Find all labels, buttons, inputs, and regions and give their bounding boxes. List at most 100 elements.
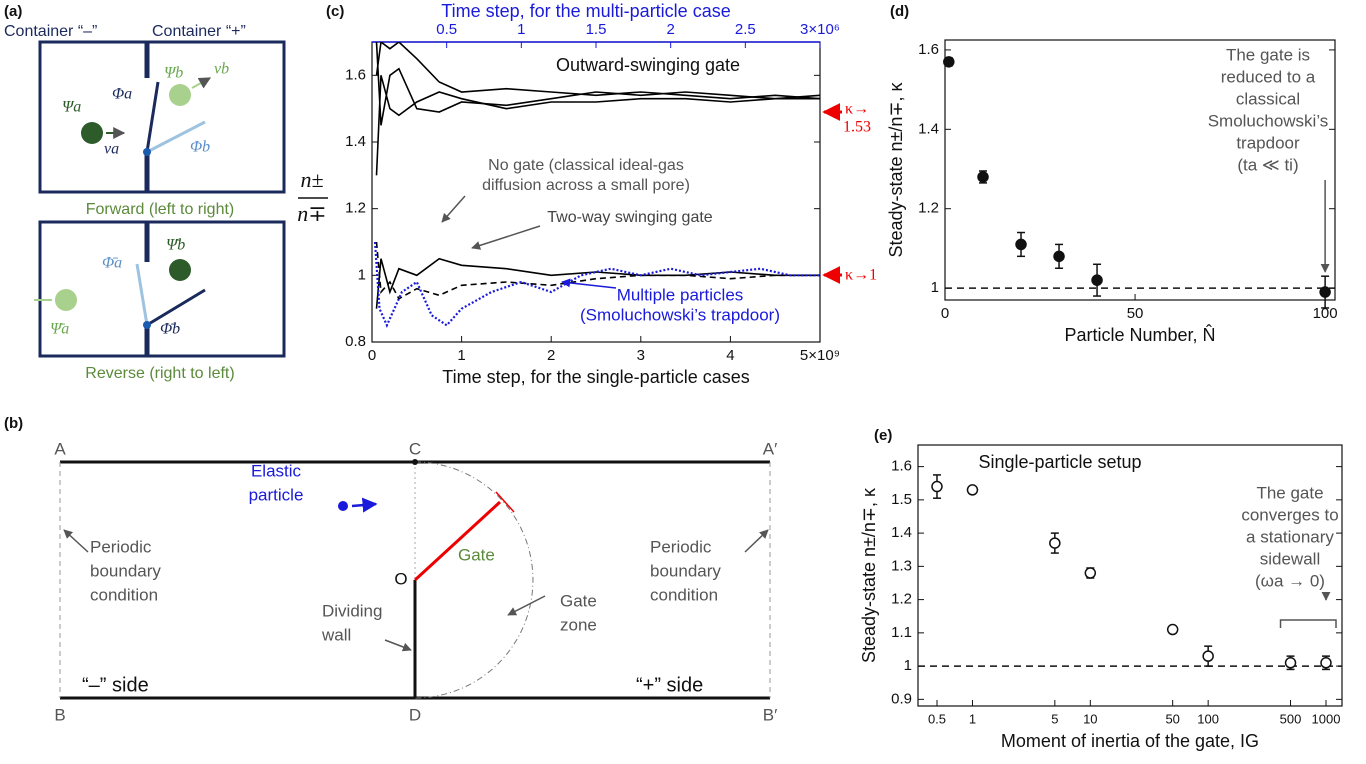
point-label: A′ <box>763 439 778 458</box>
arrow <box>63 529 89 553</box>
x-axis-label: Particle Number, N̂ <box>1064 324 1215 345</box>
x-axis-label: Time step, for the single-particle cases <box>442 367 749 387</box>
particle <box>81 122 103 144</box>
label: boundary <box>90 561 161 580</box>
point-label: C <box>409 439 421 458</box>
particle <box>55 289 77 311</box>
y-tick-label: 1.2 <box>891 591 912 608</box>
annotation: κ→1 <box>845 267 877 284</box>
gate-zone <box>414 461 534 699</box>
x-tick-label: 10 <box>1083 711 1097 726</box>
symbol: Φb <box>190 139 210 156</box>
label: Container “–” <box>4 23 97 40</box>
label: Elastic <box>251 461 302 480</box>
y-tick-label: 1 <box>358 266 366 283</box>
point-label: B′ <box>763 705 778 724</box>
x-tick-label: 0 <box>368 347 376 364</box>
panel-label: (c) <box>326 3 344 20</box>
symbol: Φ̄a <box>102 255 122 272</box>
label: converges to <box>1241 505 1338 524</box>
panel-label: (a) <box>4 3 22 20</box>
data-point <box>1049 537 1061 549</box>
particle <box>169 259 191 281</box>
label: (ωa → 0) <box>1255 571 1325 590</box>
container <box>38 40 286 194</box>
x2-tick-label: 1 <box>517 21 525 38</box>
arrow <box>191 77 212 89</box>
symbol: Ψ̄a <box>50 321 69 338</box>
data-point <box>931 480 943 493</box>
label: classical <box>1236 89 1300 108</box>
x-tick-label: 0 <box>941 305 949 322</box>
data-point <box>1166 623 1179 636</box>
gate <box>146 120 206 154</box>
x-axis-label: Moment of inertia of the gate, IG <box>1001 731 1259 751</box>
data-point <box>1319 286 1331 298</box>
annotation: Multiple particles <box>617 285 744 304</box>
x-tick-label: 0.5 <box>928 711 946 726</box>
arrow <box>561 278 617 289</box>
series-label: Two-way swinging gate <box>547 209 713 226</box>
gate-tip <box>495 491 515 513</box>
container <box>38 220 286 358</box>
data-point <box>943 56 955 68</box>
data-point <box>966 484 979 496</box>
symbol: Φa <box>112 86 132 103</box>
label: condition <box>650 585 718 604</box>
y-tick-label: 1.5 <box>891 491 912 508</box>
label: zone <box>560 615 597 634</box>
y-tick-label: 1.6 <box>345 66 366 83</box>
label: The gate is <box>1226 45 1310 64</box>
y-tick-label: 1.2 <box>918 200 939 217</box>
label: condition <box>90 585 158 604</box>
symbol: Ψ̄b <box>166 237 185 254</box>
panel-label: (b) <box>4 415 23 432</box>
label: particle <box>249 485 304 504</box>
gate <box>135 263 149 326</box>
series-line <box>375 42 820 126</box>
x-tick-label: 1 <box>969 711 976 726</box>
panel-label: (e) <box>874 427 892 444</box>
y-tick-label: 1.4 <box>345 133 366 150</box>
annotation: κ→ <box>845 101 869 118</box>
chart-title: Single-particle setup <box>978 452 1141 472</box>
symbol: va <box>104 141 119 158</box>
label: Gate <box>560 591 597 610</box>
label: “+” side <box>636 674 703 696</box>
x2-tick-label: 3×10⁶ <box>800 21 840 38</box>
series-line <box>375 75 820 176</box>
point-label: A <box>54 439 66 458</box>
label: The gate <box>1256 483 1323 502</box>
y-tick-label: 0.9 <box>891 690 912 707</box>
x-tick-label: 5×10⁹ <box>800 347 840 364</box>
x2-axis-label: Time step, for the multi-particle case <box>441 1 730 21</box>
point <box>412 459 418 465</box>
gate <box>146 288 206 327</box>
particle <box>338 501 348 511</box>
y-axis-label: n∓ <box>297 201 326 226</box>
arrow <box>507 595 546 616</box>
symbol: vb <box>214 61 229 78</box>
label: (ta ≪ ti) <box>1237 155 1298 174</box>
x2-tick-label: 1.5 <box>586 21 607 38</box>
y-tick-label: 1.2 <box>345 200 366 217</box>
series-line <box>375 42 820 100</box>
bracket <box>1279 619 1337 628</box>
y-axis-label: Steady-state n±/n∓, κ <box>886 81 906 257</box>
x-tick-label: 1000 <box>1312 711 1341 726</box>
data-point <box>1084 567 1097 579</box>
y-tick-label: 1.6 <box>918 41 939 58</box>
y-axis-label: n± <box>300 167 323 192</box>
plot-frame <box>917 444 1343 707</box>
x-tick-label: 100 <box>1313 305 1338 322</box>
annotation: diffusion across a small pore) <box>482 177 690 194</box>
x2-tick-label: 0.5 <box>436 21 457 38</box>
label: Periodic <box>90 537 152 556</box>
gate <box>145 81 160 153</box>
label: Periodic <box>650 537 712 556</box>
point-label: B <box>54 705 65 724</box>
caption: Forward (left to right) <box>86 201 234 218</box>
x-tick-label: 1 <box>457 347 465 364</box>
point-label: O <box>394 569 407 588</box>
